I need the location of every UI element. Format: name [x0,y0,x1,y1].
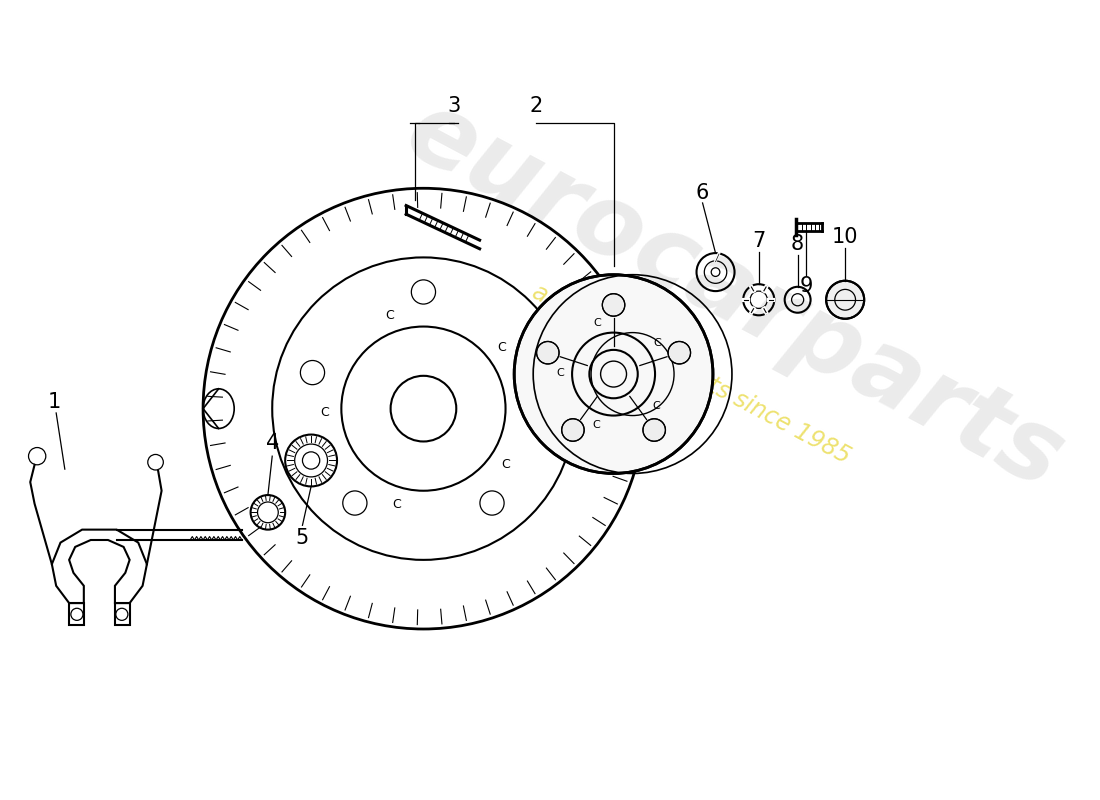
Text: C: C [392,498,400,510]
Circle shape [826,281,865,318]
Circle shape [603,294,625,316]
Circle shape [668,342,691,364]
Text: a passion for parts since 1985: a passion for parts since 1985 [528,280,855,469]
Text: 6: 6 [696,182,710,202]
Text: C: C [385,309,394,322]
Text: 8: 8 [791,234,804,254]
Text: 10: 10 [832,226,858,246]
Text: C: C [594,318,602,328]
Text: C: C [652,401,660,411]
Circle shape [514,274,713,474]
Text: 2: 2 [529,96,542,116]
Text: 4: 4 [265,434,278,454]
Circle shape [537,342,559,364]
Text: C: C [557,368,564,378]
Text: 3: 3 [447,96,460,116]
Text: C: C [502,458,510,470]
Text: C: C [320,406,329,418]
Text: C: C [497,341,506,354]
Text: 5: 5 [296,528,309,548]
Text: 1: 1 [47,392,62,412]
Text: 9: 9 [800,276,813,296]
Text: 7: 7 [752,231,766,251]
Circle shape [644,418,666,442]
Text: eurocarparts: eurocarparts [389,82,1079,510]
Circle shape [562,418,584,442]
Text: C: C [653,338,661,348]
Text: C: C [593,420,601,430]
